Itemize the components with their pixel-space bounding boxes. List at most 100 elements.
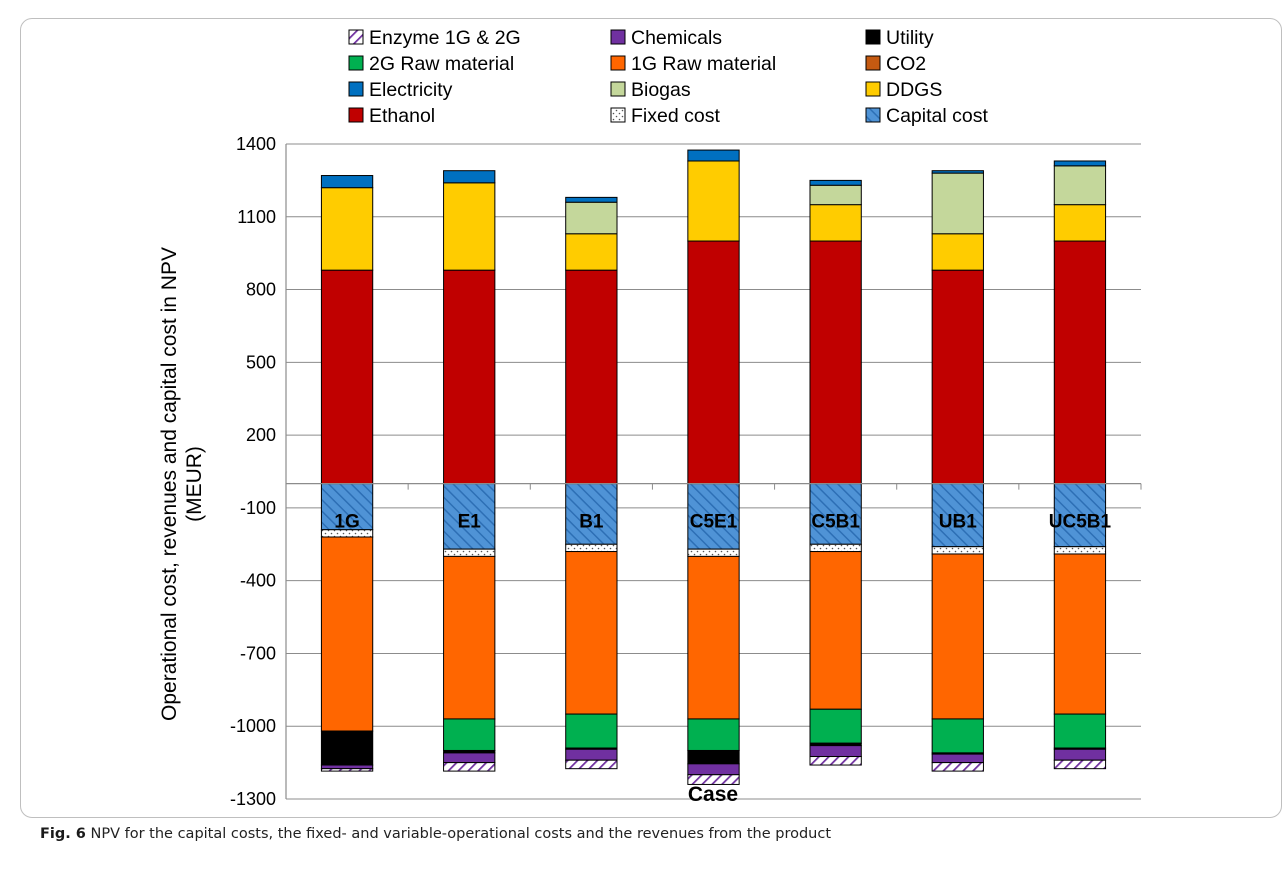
y-axis-title-line1: Operational cost, revenues and capital c… xyxy=(158,247,181,721)
bar-segment-1g-raw-material xyxy=(565,551,618,715)
category-label: C5B1 xyxy=(811,512,860,533)
bar-segment-1g-raw-material xyxy=(687,555,740,720)
bar-segment-biogas xyxy=(931,172,984,235)
bar-segment-fixed-cost xyxy=(687,548,740,557)
bar-segment-chemicals xyxy=(687,763,740,776)
category-labels: 1G E1 B1 C5E1 C5B1 UB1 UC5B1 xyxy=(334,512,1111,533)
bar-segment-electricity xyxy=(687,149,740,162)
bar-segment-capital-cost xyxy=(687,483,740,550)
bar-segment-1g-raw-material xyxy=(931,553,984,720)
bar-segment-2g-raw-material xyxy=(809,708,862,744)
bar-segment-biogas xyxy=(809,184,862,206)
bar-segment-ddgs xyxy=(1053,204,1107,242)
bar-segment-2g-raw-material xyxy=(443,718,496,751)
y-tick-label: 1400 xyxy=(236,134,276,154)
bar-segment-electricity xyxy=(565,196,618,203)
legend-swatch xyxy=(348,107,364,123)
bar-segment-ddgs xyxy=(809,204,862,242)
bar-segment-utility xyxy=(687,749,740,765)
bar-segment-1g-raw-material xyxy=(320,536,374,732)
category-label: E1 xyxy=(458,512,482,533)
legend-label: DDGS xyxy=(886,79,942,101)
bar-segment-enzyme-1g-2g xyxy=(931,762,984,772)
y-tick-label: 200 xyxy=(246,425,276,445)
legend-label: Electricity xyxy=(369,79,453,101)
y-tick-label: 500 xyxy=(246,352,276,372)
y-tick-label: -700 xyxy=(240,643,276,663)
legend-label: 1G Raw material xyxy=(631,53,776,75)
legend-swatch xyxy=(348,29,364,45)
bar-segment-electricity xyxy=(320,175,374,189)
legend-swatch xyxy=(610,81,626,97)
bar-segment-1g-raw-material xyxy=(1053,553,1107,715)
bar-segment-ddgs xyxy=(565,233,618,271)
caption-text: NPV for the capital costs, the fixed- an… xyxy=(90,826,832,842)
bar-segment-fixed-cost xyxy=(443,548,496,557)
bar-segment-capital-cost xyxy=(931,483,984,548)
category-label: UB1 xyxy=(939,512,977,533)
legend-label: 2G Raw material xyxy=(369,53,514,75)
legend-label: Capital cost xyxy=(886,105,988,127)
bar-segment-ethanol xyxy=(1053,240,1107,485)
bar-segment-2g-raw-material xyxy=(1053,713,1107,749)
bar-segment-1g-raw-material xyxy=(443,555,496,720)
legend-label: Utility xyxy=(886,27,934,49)
bar-segment-electricity xyxy=(1053,160,1107,167)
x-axis-title: Case xyxy=(688,783,738,806)
legend-label: Biogas xyxy=(631,79,691,101)
bar-segment-chemicals xyxy=(931,753,984,764)
legend-swatch xyxy=(610,29,626,45)
bar-segment-chemicals xyxy=(443,752,496,764)
legend-label: Enzyme 1G & 2G xyxy=(369,27,521,49)
bar-segment-fixed-cost xyxy=(565,543,618,553)
bar-segment-electricity xyxy=(931,170,984,174)
y-tick-label: -1000 xyxy=(230,716,276,736)
bar-segment-1g-raw-material xyxy=(809,551,862,710)
y-tick-label: -100 xyxy=(240,498,276,518)
bar-segment-ethanol xyxy=(443,269,496,485)
bar-segment-fixed-cost xyxy=(1053,546,1107,555)
y-tick-label: 1100 xyxy=(237,207,276,227)
bar-segment-fixed-cost xyxy=(809,543,862,553)
y-axis-title-line2: (MEUR) xyxy=(183,446,206,522)
category-label: 1G xyxy=(334,512,359,533)
figure-caption: Fig. 6 NPV for the capital costs, the fi… xyxy=(40,826,1260,842)
bars-group xyxy=(320,149,1107,785)
bar-segment-utility xyxy=(320,730,374,766)
legend: Enzyme 1G & 2G Chemicals Utility 2G Raw mat… xyxy=(348,27,988,127)
figure-frame: -1300 -1000 -700 -400 -100 200 500 800 1100 1400 … xyxy=(20,18,1282,818)
bar-segment-biogas xyxy=(565,201,618,235)
category-label: B1 xyxy=(579,512,604,533)
legend-swatch xyxy=(610,55,626,71)
legend-label: Fixed cost xyxy=(631,105,720,127)
category-label: UC5B1 xyxy=(1049,512,1112,533)
legend-swatch xyxy=(610,107,626,123)
bar-segment-ddgs xyxy=(687,160,740,242)
legend-swatch xyxy=(865,55,881,71)
bar-segment-2g-raw-material xyxy=(687,718,740,751)
category-label: C5E1 xyxy=(690,512,738,533)
bar-segment-ddgs xyxy=(443,182,496,271)
legend-label: Chemicals xyxy=(631,27,722,49)
stacked-bar-chart: -1300-1000-700-400-10020050080011001400 … xyxy=(158,27,1142,809)
axes xyxy=(285,144,1142,799)
bar-segment-2g-raw-material xyxy=(931,718,984,754)
bar-segment-ethanol xyxy=(565,269,618,485)
y-tick-label: -1300 xyxy=(230,789,276,809)
bar-segment-ethanol xyxy=(687,240,740,485)
bar-segment-chemicals xyxy=(809,745,862,758)
bar-segment-enzyme-1g-2g xyxy=(565,759,618,770)
bar-segment-fixed-cost xyxy=(931,546,984,555)
y-tick-label: -400 xyxy=(240,571,276,591)
legend-label: CO2 xyxy=(886,53,926,75)
legend-swatch xyxy=(865,107,881,123)
bar-segment-biogas xyxy=(1053,165,1107,206)
legend-swatch xyxy=(865,29,881,45)
bar-segment-enzyme-1g-2g xyxy=(443,762,496,772)
legend-label: Ethanol xyxy=(369,105,435,127)
legend-swatch xyxy=(348,55,364,71)
bar-segment-ethanol xyxy=(809,240,862,485)
y-tick-labels: -1300 -1000 -700 -400 -100 200 500 800 1100 1400 xyxy=(230,134,276,809)
y-tick-label: 800 xyxy=(246,280,276,300)
bar-segment-capital-cost xyxy=(1053,483,1107,548)
